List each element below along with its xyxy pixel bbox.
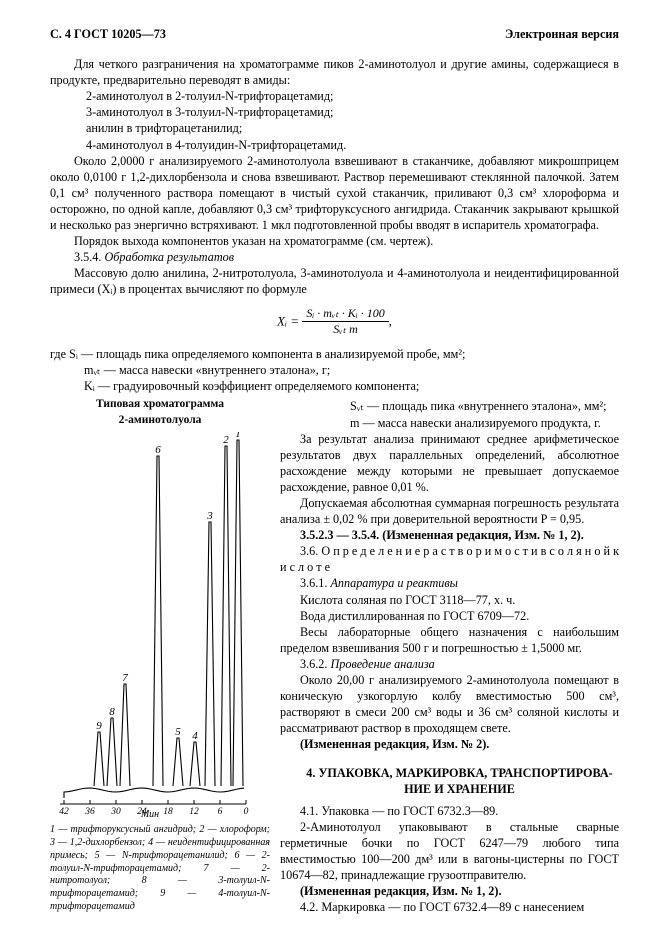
def-line: Sᵥₜ — площадь пика «внутреннего эталона»… <box>280 398 619 414</box>
left-column: Типовая хроматограмма 2-аминотолуола 12 3… <box>50 398 280 915</box>
result-para: За результат анализа принимают среднее а… <box>280 431 619 495</box>
svg-text:9: 9 <box>96 720 102 732</box>
order-paragraph: Порядок выхода компонентов указан на хро… <box>50 233 619 249</box>
svg-text:0: 0 <box>244 807 249 817</box>
section-3-6-1: 3.6.1. Аппаратура и реактивы <box>280 575 619 591</box>
change-note-text: (Измененная редакция, Изм. № 1, 2). <box>300 884 502 898</box>
change-note-text: 3.5.2.3 — 3.5.4. (Измененная редакция, И… <box>300 528 584 542</box>
section-3-6: 3.6. О п р е д е л е н и е р а с т в о р… <box>280 543 619 575</box>
tolerance-para: Допускаемая абсолютная суммарная погрешн… <box>280 495 619 527</box>
two-column-block: Типовая хроматограмма 2-аминотолуола 12 3… <box>50 398 619 915</box>
formula: Xᵢ = Sᵢ · mᵥₜ · Kᵢ · 100 Sᵥₜ m , <box>50 306 619 339</box>
svg-text:8: 8 <box>109 706 115 718</box>
reagent-line: Вода дистиллированная по ГОСТ 6709—72. <box>280 608 619 624</box>
sec-num: 3.5.4. <box>74 250 104 264</box>
procedure-paragraph: Около 2,0000 г анализируемого 2-аминотол… <box>50 153 619 233</box>
section-4-heading: НИЕ И ХРАНЕНИЕ <box>280 781 619 797</box>
sec-num: 3.6.2. <box>300 657 330 671</box>
intro-paragraph: Для четкого разграничения на хроматограм… <box>50 56 619 88</box>
right-column: Sᵥₜ — площадь пика «внутреннего эталона»… <box>280 398 619 915</box>
svg-text:42: 42 <box>59 807 69 817</box>
section-3-6-2: 3.6.2. Проведение анализа <box>280 656 619 672</box>
sec-num: 3.6.1. <box>300 576 330 590</box>
sec-title: Аппаратура и реактивы <box>330 576 457 590</box>
para-4-1: 4.1. Упаковка — по ГОСТ 6732.3—89. <box>280 803 619 819</box>
sec-title: О п р е д е л е н и е р а с т в о р и м … <box>280 544 619 574</box>
where-line: Kᵢ — градуировочный коэффициент определя… <box>84 378 619 394</box>
sec-title: Проведение анализа <box>330 657 434 671</box>
conversion-item: анилин в трифторацетанилид; <box>50 120 619 136</box>
chromatogram-title: Типовая хроматограмма <box>50 398 270 412</box>
chromatogram-chart: 123456789 42363024181260 Мин <box>50 432 250 818</box>
svg-text:3: 3 <box>206 510 213 522</box>
formula-lhs: Xᵢ = <box>277 313 299 328</box>
mass-fraction-para: Массовую долю анилина, 2-нитротолуола, 3… <box>50 265 619 297</box>
svg-text:6: 6 <box>218 807 223 817</box>
section-3-5-4: 3.5.4. Обработка результатов <box>50 249 619 265</box>
sec-title: Обработка результатов <box>104 250 234 264</box>
formula-tail: , <box>389 313 392 328</box>
para-4-2: 4.2. Маркировка — по ГОСТ 6732.4—89 с на… <box>280 899 619 915</box>
where-block: где Sᵢ — площадь пика определяемого комп… <box>50 346 619 394</box>
page: С. 4 ГОСТ 10205—73 Электронная версия Дл… <box>0 0 661 936</box>
section-4-heading: 4. УПАКОВКА, МАРКИРОВКА, ТРАНСПОРТИРОВА- <box>280 765 619 781</box>
svg-text:5: 5 <box>175 726 181 738</box>
formula-fraction: Sᵢ · mᵥₜ · Kᵢ · 100 Sᵥₜ m <box>302 306 388 339</box>
where-line: где Sᵢ — площадь пика определяемого комп… <box>50 346 619 362</box>
page-header: С. 4 ГОСТ 10205—73 Электронная версия <box>50 26 619 42</box>
para-4-1-detail: 2-Аминотолуол упаковывают в стальные сва… <box>280 819 619 883</box>
sec-num: 3.6. <box>300 544 321 558</box>
svg-text:12: 12 <box>189 807 199 817</box>
svg-text:30: 30 <box>110 807 121 817</box>
svg-text:6: 6 <box>155 444 161 456</box>
def-line: m — масса навески анализируемого продукт… <box>280 415 619 431</box>
svg-text:2: 2 <box>223 434 229 446</box>
change-note: (Измененная редакция, Изм. № 1, 2). <box>280 883 619 899</box>
reagent-line: Кислота соляная по ГОСТ 3118—77, х. ч. <box>280 592 619 608</box>
analysis-para: Около 20,00 г анализируемого 2-аминотолу… <box>280 672 619 736</box>
conversion-item: 4-аминотолуол в 4-толуидин-N-трифторацет… <box>50 137 619 153</box>
svg-text:18: 18 <box>163 807 173 817</box>
conversion-item: 3-аминотолуол в 3-толуил-N-трифторацетам… <box>50 104 619 120</box>
chromatogram-caption: 1 — трифторуксусный ангидрид; 2 — хлороф… <box>50 824 270 914</box>
svg-text:1: 1 <box>235 432 241 440</box>
formula-num: Sᵢ · mᵥₜ · Kᵢ · 100 <box>302 306 388 323</box>
header-left: С. 4 ГОСТ 10205—73 <box>50 26 166 42</box>
change-note-text: (Измененная редакция, Изм. № 2). <box>300 737 489 751</box>
svg-text:4: 4 <box>192 730 198 742</box>
svg-text:36: 36 <box>84 807 95 817</box>
change-note: 3.5.2.3 — 3.5.4. (Измененная редакция, И… <box>280 527 619 543</box>
header-right: Электронная версия <box>505 26 619 42</box>
reagent-line: Весы лабораторные общего назначения с на… <box>280 624 619 656</box>
formula-den: Sᵥₜ m <box>302 322 388 338</box>
where-line: mᵥₜ — масса навески «внутреннего эталона… <box>84 362 619 378</box>
conversion-list: 2-аминотолуол в 2-толуил-N-трифторацетам… <box>50 88 619 152</box>
change-note: (Измененная редакция, Изм. № 2). <box>280 736 619 752</box>
conversion-item: 2-аминотолуол в 2-толуил-N-трифторацетам… <box>50 88 619 104</box>
x-axis-label: Мин <box>140 809 159 818</box>
chromatogram-title: 2-аминотолуола <box>50 414 270 428</box>
svg-text:7: 7 <box>122 672 128 684</box>
